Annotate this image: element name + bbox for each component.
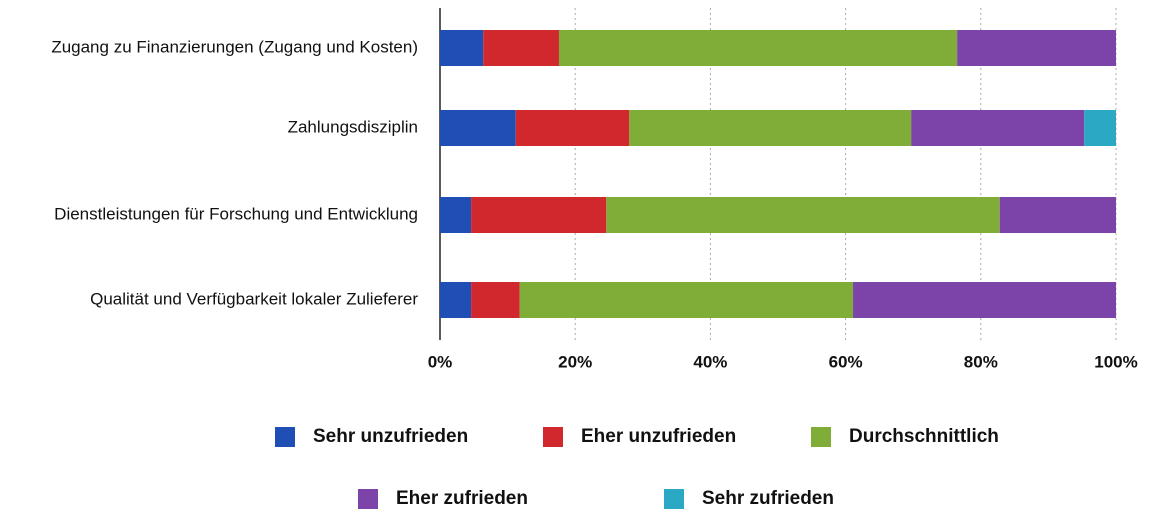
x-tick-label: 60% (829, 352, 863, 371)
legend-swatch (275, 427, 295, 447)
bar-segment (606, 197, 1000, 233)
bar-segment (483, 30, 559, 66)
legend-label: Sehr unzufrieden (313, 426, 468, 447)
bar-segment (440, 30, 484, 66)
legend-label: Eher zufrieden (396, 488, 528, 509)
category-label: Dienstleistungen für Forschung und Entwi… (54, 204, 418, 223)
bar-segment (519, 282, 854, 318)
bar-segment (440, 197, 472, 233)
x-tick-label: 80% (964, 352, 998, 371)
bar-segment (957, 30, 1116, 66)
bar-segment (471, 197, 607, 233)
bar-segment (471, 282, 520, 318)
x-tick-label: 100% (1094, 352, 1137, 371)
bar-segment (440, 110, 516, 146)
legend-swatch (358, 489, 378, 509)
category-label: Qualität und Verfügbarkeit lokaler Zulie… (90, 289, 418, 308)
bar-segment (853, 282, 1116, 318)
legend-swatch (543, 427, 563, 447)
legend-label: Sehr zufrieden (702, 488, 834, 509)
x-tick-label: 40% (693, 352, 727, 371)
bar-segment (515, 110, 630, 146)
legend-label: Eher unzufrieden (581, 426, 736, 447)
bar-segment (440, 282, 472, 318)
legend-swatch (811, 427, 831, 447)
bar-segment (1084, 110, 1116, 146)
legend-label: Durchschnittlich (849, 426, 999, 447)
x-tick-label: 20% (558, 352, 592, 371)
category-label: Zugang zu Finanzierungen (Zugang und Kos… (51, 37, 418, 56)
x-tick-label: 0% (428, 352, 453, 371)
bar-segment (629, 110, 912, 146)
bar-segment (558, 30, 958, 66)
category-label: Zahlungsdisziplin (288, 117, 418, 136)
bar-segment (999, 197, 1116, 233)
legend-swatch (664, 489, 684, 509)
bar-segment (911, 110, 1085, 146)
